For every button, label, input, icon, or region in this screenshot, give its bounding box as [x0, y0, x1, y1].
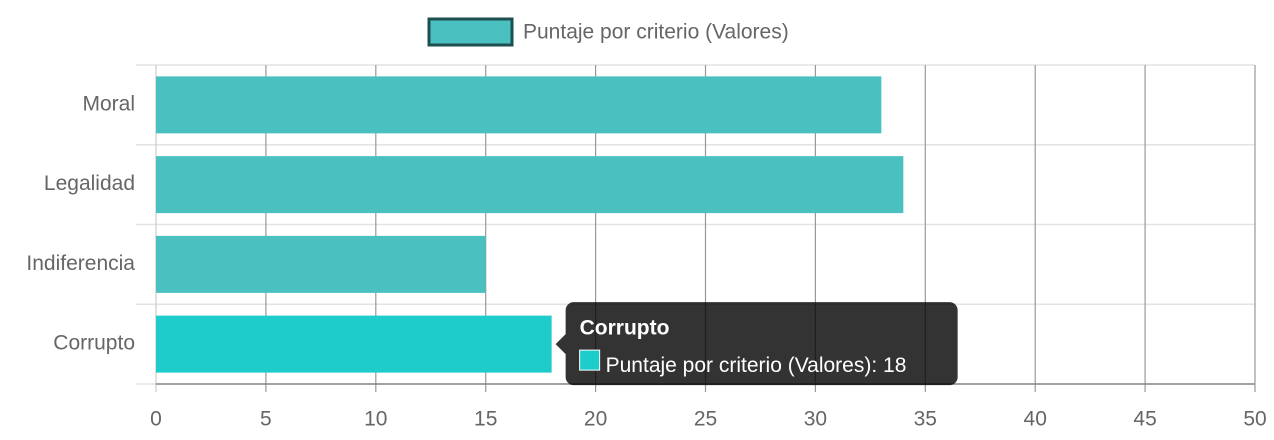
- legend-label[interactable]: Puntaje por criterio (Valores): [523, 21, 789, 44]
- tooltip-separator: :: [871, 354, 883, 377]
- tooltip-value: 18: [883, 354, 906, 377]
- bar[interactable]: [156, 235, 486, 293]
- bar[interactable]: [156, 156, 904, 214]
- x-tick-label: 50: [1243, 408, 1266, 431]
- y-tick-label: Corrupto: [53, 332, 135, 355]
- x-tick-label: 20: [584, 408, 607, 431]
- tooltip-box: [555, 302, 958, 386]
- y-tick-label: Moral: [82, 92, 135, 115]
- x-tick-label: 5: [260, 408, 272, 431]
- legend-swatch[interactable]: [427, 17, 514, 47]
- bar[interactable]: [156, 315, 552, 373]
- x-tick-label: 35: [914, 408, 937, 431]
- tooltip-swatch: [579, 349, 601, 371]
- x-tick-label: 15: [474, 408, 497, 431]
- x-tick-label: 45: [1133, 408, 1156, 431]
- tooltip-title: Corrupto: [580, 317, 670, 340]
- y-tick-label: Legalidad: [44, 172, 135, 195]
- bar[interactable]: [156, 76, 882, 134]
- x-tick-label: 0: [150, 408, 162, 431]
- tooltip-label: Puntaje por criterio (Valores): 18: [606, 354, 907, 377]
- x-tick-label: 10: [364, 408, 387, 431]
- tooltip: Corrupto Puntaje por criterio (Valores): …: [555, 302, 958, 386]
- x-tick-label: 30: [804, 408, 827, 431]
- y-tick-label: Indiferencia: [26, 252, 135, 275]
- x-tick-label: 40: [1024, 408, 1047, 431]
- x-tick-label: 25: [694, 408, 717, 431]
- tooltip-series: Puntaje por criterio (Valores): [606, 354, 872, 377]
